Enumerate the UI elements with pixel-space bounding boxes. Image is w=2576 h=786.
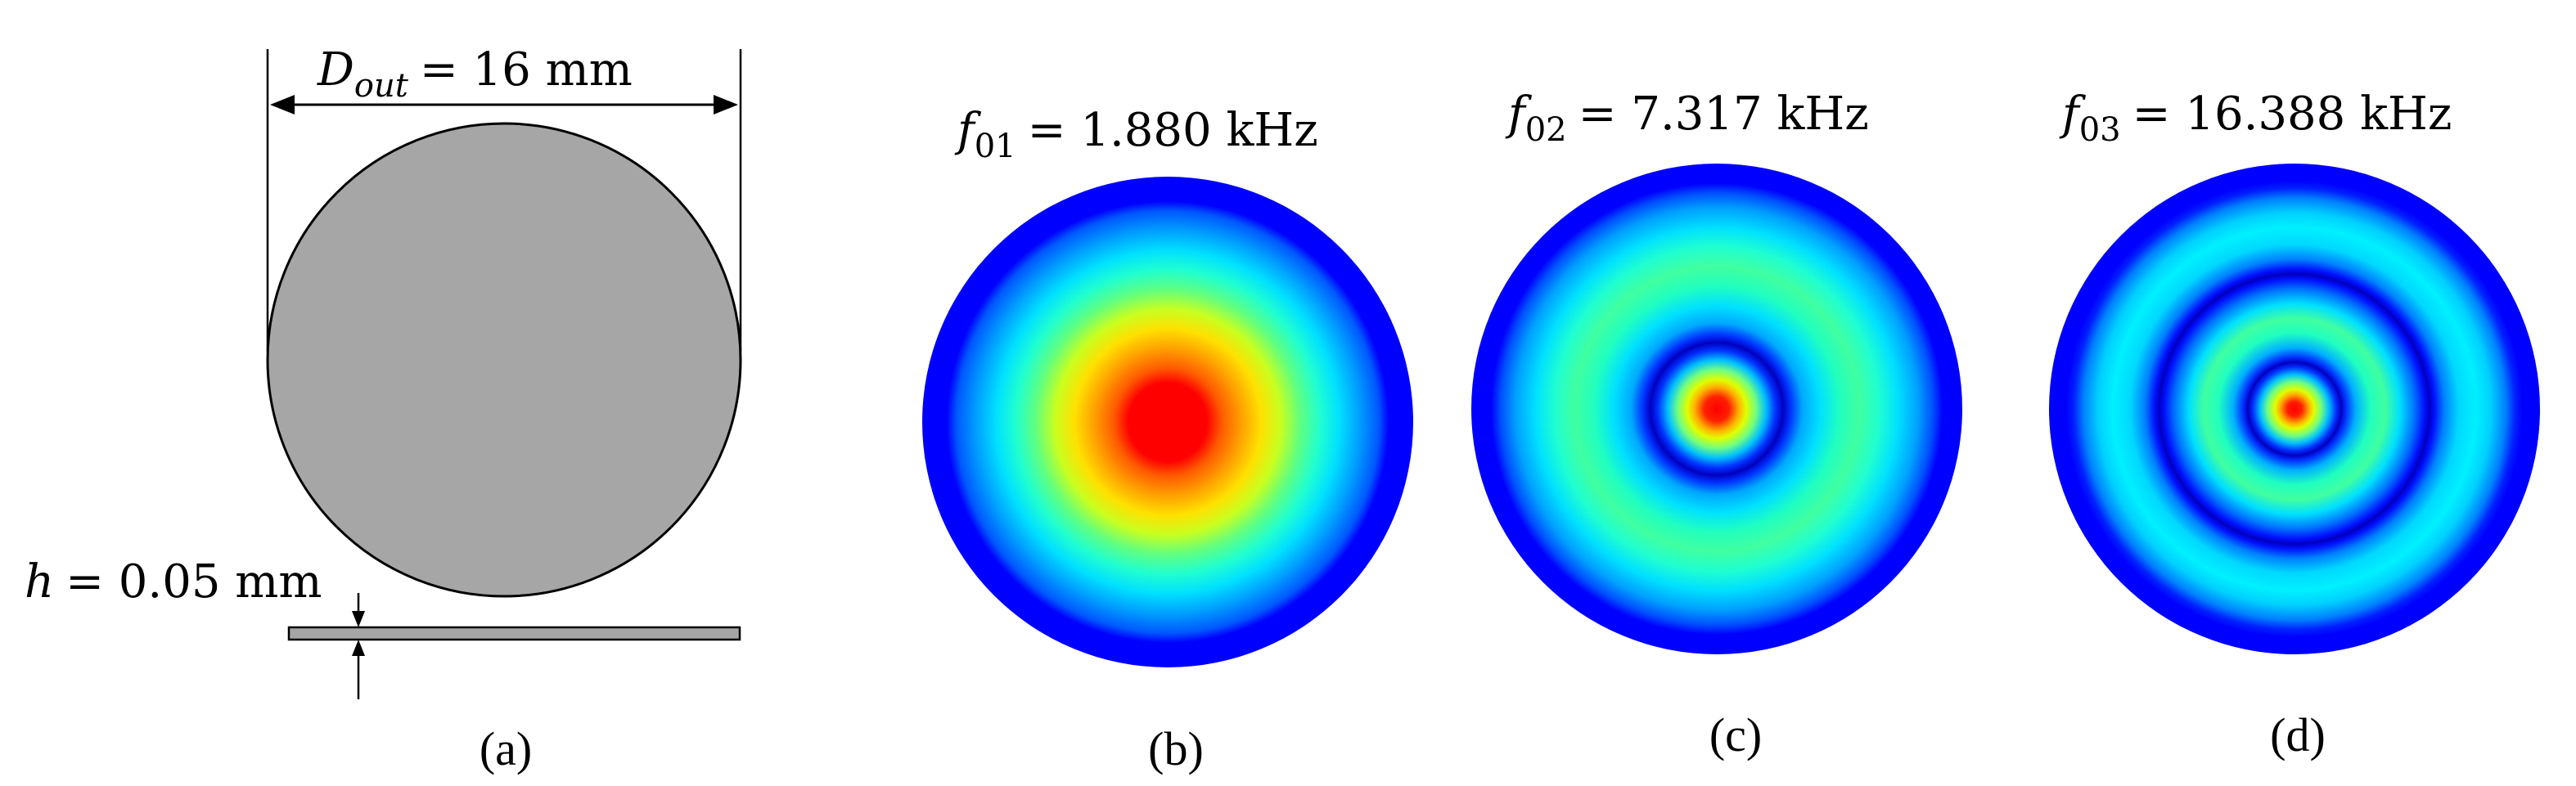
panel-a: Dout = 16 mm h = 0.05 mm (a): [25, 43, 742, 775]
panel-b: f01 = 1.880 kHz (b): [922, 104, 1413, 775]
mode-01-shape: [922, 177, 1413, 667]
diameter-symbol: D: [317, 43, 354, 97]
diameter-arrowhead-right: [714, 95, 738, 115]
panel-b-label: (b): [1148, 722, 1204, 775]
thickness-arrowhead-top: [352, 611, 365, 627]
panel-d: f03 = 16.388 kHz (d): [2049, 88, 2540, 761]
mode-01-frequency: f01 = 1.880 kHz: [954, 104, 1318, 165]
panel-d-label: (d): [2270, 708, 2326, 761]
diameter-label: Dout = 16 mm: [317, 43, 633, 105]
diameter-subscript: out: [354, 67, 409, 105]
thickness-symbol: h: [25, 555, 54, 609]
mode-03-shape: [2049, 164, 2540, 654]
diameter-value: = 16 mm: [420, 43, 633, 97]
panel-c: f02 = 7.317 kHz (c): [1471, 88, 1962, 761]
diameter-arrowhead-left: [270, 95, 295, 115]
thickness-label: h = 0.05 mm: [25, 555, 322, 609]
disk-top-view: [266, 122, 742, 598]
thickness-arrowhead-bottom: [352, 640, 365, 656]
mode-02-shape: [1471, 164, 1962, 654]
disk-side-view: [287, 626, 741, 641]
mode-02-frequency: f02 = 7.317 kHz: [1505, 88, 1869, 149]
panel-a-label: (a): [480, 722, 532, 775]
thickness-value: = 0.05 mm: [65, 555, 322, 609]
mode-03-frequency: f03 = 16.388 kHz: [2059, 88, 2452, 149]
panel-c-label: (c): [1709, 708, 1762, 761]
